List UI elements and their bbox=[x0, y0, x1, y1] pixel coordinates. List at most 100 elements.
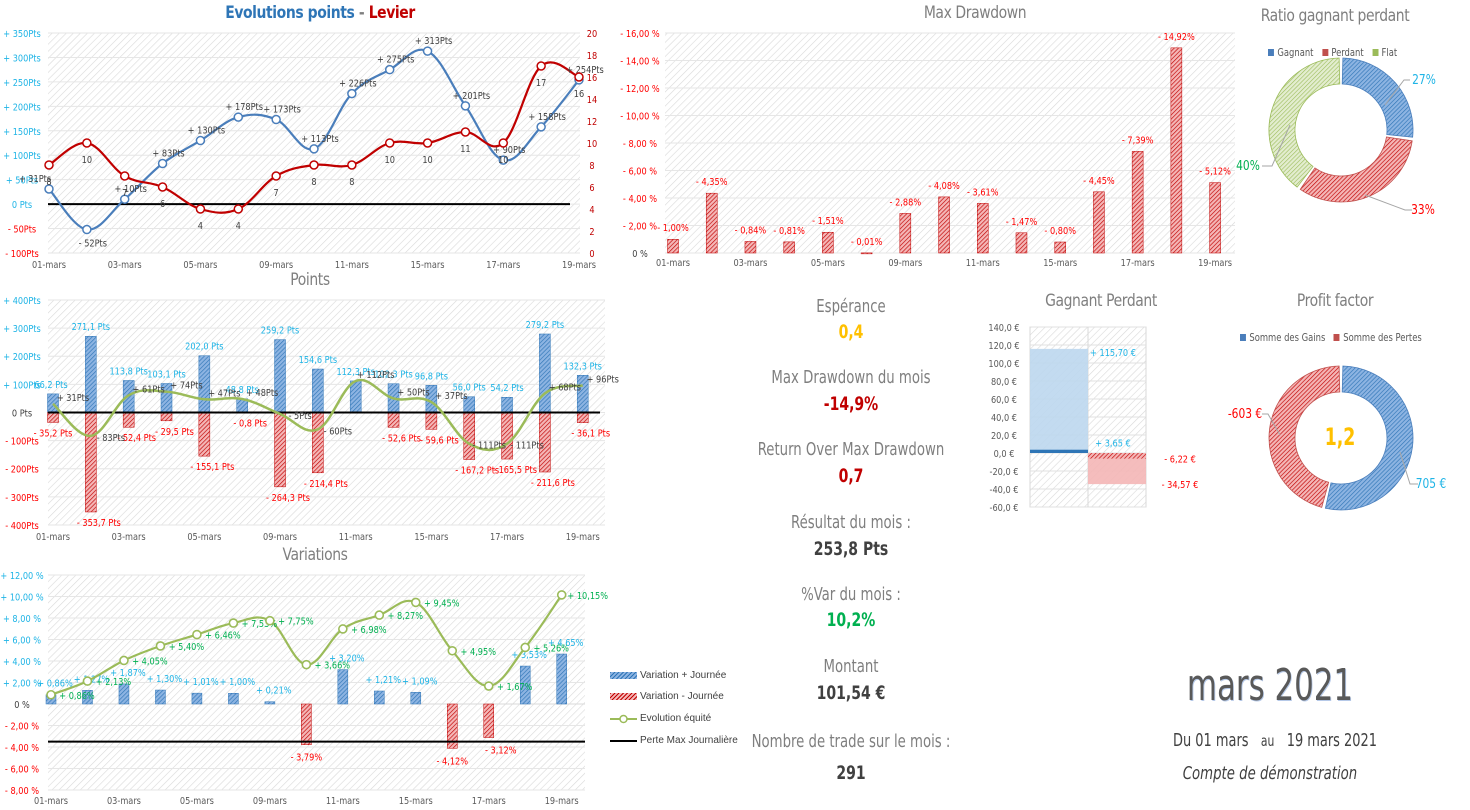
points-net-data-label: + 31Pts bbox=[57, 393, 89, 404]
profit-factor-label-losses: -603 € bbox=[1228, 406, 1262, 421]
points-x-tick-label: 03-mars bbox=[112, 532, 146, 543]
points-chart-title: Points bbox=[290, 270, 330, 290]
drawdown-bar bbox=[822, 231, 834, 254]
drawdown-data-label: - 0,80% bbox=[1044, 226, 1076, 237]
ratio-label-flat: 40% bbox=[1236, 158, 1260, 173]
points-loss-data-label: - 36,1 Pts bbox=[571, 429, 610, 440]
evolution-points-marker bbox=[498, 155, 509, 165]
variations-equity-marker bbox=[192, 629, 202, 640]
drawdown-y-tick: - 4,00 % bbox=[623, 194, 657, 205]
variations-equity-marker bbox=[46, 689, 56, 700]
variations-positive-bar bbox=[82, 690, 93, 705]
evolution-points-marker bbox=[119, 194, 130, 204]
variations-equity-data-label: + 5,40% bbox=[169, 642, 205, 653]
evolution-points-marker bbox=[536, 122, 546, 132]
drawdown-bar bbox=[899, 213, 912, 254]
legend-swatch-gagnant bbox=[1268, 49, 1274, 56]
drawdown-data-label: - 4,45% bbox=[1083, 176, 1115, 187]
points-x-tick-label: 05-mars bbox=[187, 532, 221, 543]
evolution-points-data-label: + 275Pts bbox=[377, 55, 415, 66]
evolution-y-left-tick: + 50Pts bbox=[6, 176, 38, 187]
evolution-points-marker bbox=[44, 184, 54, 194]
profit-factor-legend: Somme des Gains Somme des Pertes bbox=[1240, 331, 1422, 344]
profit-factor-leader-line bbox=[1262, 413, 1281, 436]
evolution-points-data-label: + 158Pts bbox=[528, 112, 566, 123]
gp-loss-mean-label: - 34,57 € bbox=[1162, 480, 1199, 491]
drawdown-data-label: - 1,00% bbox=[657, 224, 689, 235]
ratio-leader-line bbox=[1384, 79, 1410, 106]
drawdown-y-tick: - 6,00 % bbox=[623, 167, 657, 178]
variations-x-tick-label: 05-mars bbox=[180, 796, 214, 807]
points-loss-data-label: - 35,2 Pts bbox=[34, 429, 73, 440]
points-x-tick-label: 01-mars bbox=[36, 532, 70, 543]
points-x-tick-label: 17-mars bbox=[490, 532, 524, 543]
points-loss-data-label: - 165,5 Pts bbox=[493, 465, 537, 476]
kpi-result-value: 253,8 Pts bbox=[813, 538, 889, 560]
points-gain-data-label: 102,3 Pts bbox=[374, 370, 413, 381]
evolution-levier-marker bbox=[309, 160, 319, 170]
points-loss-data-label: - 52,4 Pts bbox=[117, 434, 156, 445]
variations-equity-marker bbox=[374, 610, 385, 620]
drawdown-x-tick-label: 15-mars bbox=[1043, 258, 1077, 269]
ratio-legend: Gagnant Perdant Flat bbox=[1268, 46, 1397, 59]
evolution-levier-data-label: 16 bbox=[574, 89, 585, 100]
kpi-esperance-label: Espérance bbox=[816, 296, 886, 317]
points-gain-data-label: 271,1 Pts bbox=[72, 323, 111, 334]
drawdown-y-tick: - 2,00 % bbox=[623, 222, 657, 233]
drawdown-x-tick-label: 11-mars bbox=[966, 258, 1000, 269]
variations-y-tick: + 4,00 % bbox=[3, 657, 41, 668]
ratio-slice bbox=[1268, 57, 1341, 188]
gp-y-tick: 140,0 € bbox=[988, 323, 1019, 334]
evolution-levier-data-label: 10 bbox=[422, 155, 433, 166]
evolution-plot-area bbox=[48, 33, 580, 253]
drawdown-x-tick-label: 19-mars bbox=[1198, 258, 1232, 269]
ratio-chart-title: Ratio gagnant perdant bbox=[1260, 6, 1410, 26]
drawdown-bar bbox=[977, 203, 989, 254]
points-y-tick: + 300Pts bbox=[3, 324, 41, 335]
gp-loss-median-label: - 6,22 € bbox=[1164, 455, 1196, 466]
points-y-tick: - 200Pts bbox=[5, 465, 39, 476]
evolution-x-tick-label: 05-mars bbox=[183, 260, 217, 271]
evolution-levier-data-label: 6 bbox=[160, 199, 165, 210]
profit-factor-label-gains: 705 € bbox=[1416, 476, 1446, 491]
evolution-levier-marker bbox=[271, 171, 281, 181]
drawdown-data-label: - 0,84% bbox=[735, 226, 767, 237]
drawdown-y-tick: - 8,00 % bbox=[623, 139, 657, 150]
evolution-levier-marker bbox=[460, 127, 471, 137]
points-loss-data-label: - 155,1 Pts bbox=[190, 462, 234, 473]
variations-positive-data-label: + 3,20% bbox=[329, 654, 365, 665]
period-from-label: Du bbox=[1172, 730, 1192, 751]
evolution-y-right-tick: 14 bbox=[587, 95, 598, 106]
points-net-data-label: + 48Pts bbox=[246, 388, 278, 399]
evolution-y-left-tick: - 100Pts bbox=[5, 249, 39, 260]
legend-label-perdant: Perdant bbox=[1331, 46, 1364, 59]
points-net-data-label: + 47Pts bbox=[208, 389, 240, 400]
points-gain-data-label: 96,8 Pts bbox=[415, 372, 448, 383]
kpi-result-label: Résultat du mois : bbox=[791, 512, 911, 533]
evolution-y-right-tick: 2 bbox=[589, 227, 594, 238]
variations-equity-data-label: + 7,53% bbox=[242, 619, 278, 630]
legend-equity-marker-icon bbox=[610, 714, 637, 723]
points-loss-data-label: - 214,4 Pts bbox=[304, 479, 348, 490]
variations-positive-data-label: + 0,86% bbox=[37, 679, 73, 690]
drawdown-y-tick: - 10,00 % bbox=[620, 112, 660, 123]
evolution-y-right-tick: 4 bbox=[589, 205, 594, 216]
legend-swatch-blue-hatch bbox=[610, 672, 637, 679]
period-from-date: 01 mars bbox=[1195, 730, 1249, 751]
gp-gain-mean-label: + 115,70 € bbox=[1090, 348, 1136, 359]
drawdown-x-tick-label: 01-mars bbox=[656, 258, 690, 269]
gp-y-tick: 60,0 € bbox=[991, 395, 1017, 406]
evolution-points-data-label: + 31Pts bbox=[19, 174, 51, 185]
evolution-points-data-label: + 83Pts bbox=[152, 149, 184, 160]
points-y-tick: + 100Pts bbox=[3, 381, 41, 392]
points-loss-data-label: - 59,6 Pts bbox=[420, 436, 459, 447]
evolution-levier-marker bbox=[422, 138, 433, 148]
points-loss-data-label: - 211,6 Pts bbox=[531, 478, 575, 489]
variations-equity-data-label: + 1,67% bbox=[497, 682, 533, 693]
legend-swatch-red-hatch bbox=[610, 693, 637, 700]
evolution-points-data-label: + 178Pts bbox=[226, 102, 264, 113]
account-name: Compte de démonstration bbox=[1182, 763, 1358, 784]
points-gain-data-label: 113,8 Pts bbox=[109, 367, 148, 378]
legend-label-equity: Evolution équité bbox=[640, 713, 712, 724]
